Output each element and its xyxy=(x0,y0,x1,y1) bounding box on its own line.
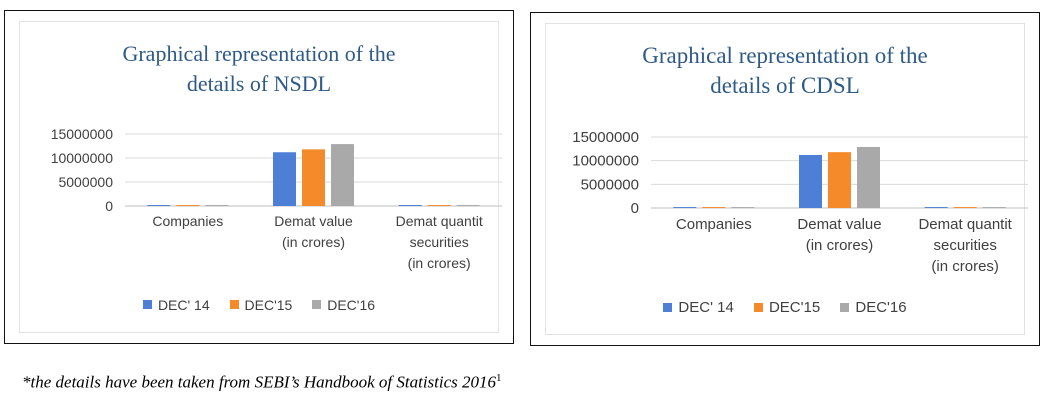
nsdl-bar-chart: 0 5000000 10000000 15000000 Companies Demat v… xyxy=(51,126,502,271)
y-tick-label: 5000000 xyxy=(581,176,639,193)
y-tick-label: 5000000 xyxy=(58,174,113,190)
x-category-label-line: Companies xyxy=(676,216,752,233)
bar xyxy=(302,149,325,206)
x-category-label: Companies xyxy=(676,216,752,233)
x-category-label-line: (in crores) xyxy=(806,237,874,254)
x-category-label-line: securities xyxy=(410,234,469,250)
bar xyxy=(828,152,851,208)
legend-swatch xyxy=(142,300,152,309)
bar xyxy=(273,152,296,206)
x-category-label-line: Demat quantit xyxy=(396,213,483,229)
bar xyxy=(857,146,880,208)
x-category-label-line: Demat quantit xyxy=(918,216,1012,233)
x-category-label-line: (in crores) xyxy=(931,258,999,275)
legend-item: DEC'15 xyxy=(229,296,293,313)
x-category-label-line: (in crores) xyxy=(282,234,345,250)
footnote: *the details have been taken from SEBI’s… xyxy=(22,372,502,393)
cdsl-bar-chart: 0 5000000 10000000 15000000 Companies Demat v… xyxy=(572,129,1028,275)
y-tick-label: 0 xyxy=(105,198,113,214)
x-category-label: Demat value (in crores) xyxy=(797,216,881,254)
legend-item: DEC'16 xyxy=(312,297,375,313)
x-category-label: Companies xyxy=(152,213,223,229)
legend-swatch xyxy=(229,300,239,309)
y-tick-label: 15000000 xyxy=(572,129,639,146)
legend-label: DEC'16 xyxy=(855,299,907,316)
x-category-label-line: Demat value xyxy=(274,213,353,229)
y-tick-label: 10000000 xyxy=(572,153,639,170)
footnote-text: *the details have been taken from SEBI’s… xyxy=(22,372,497,392)
cdsl-title-line-1: Graphical representation of the xyxy=(642,43,928,68)
y-tick-label: 15000000 xyxy=(51,126,114,142)
legend-label: DEC' 14 xyxy=(678,299,734,316)
legend-swatch xyxy=(753,303,763,312)
legend-item: DEC' 14 xyxy=(142,296,210,313)
legend-label: DEC' 14 xyxy=(157,296,210,313)
bar xyxy=(331,144,354,206)
bar xyxy=(982,207,1006,208)
bar xyxy=(398,205,422,206)
legend-label: DEC'15 xyxy=(768,299,821,316)
legend-item: DEC' 14 xyxy=(663,299,734,316)
y-tick-label: 10000000 xyxy=(51,150,114,166)
legend-swatch xyxy=(840,303,850,312)
cdsl-chart-title: Graphical representation of the details … xyxy=(531,41,1039,101)
bar xyxy=(673,207,697,208)
x-category-label-line: Demat value xyxy=(797,216,881,233)
footnote-ref: 1 xyxy=(496,372,502,384)
nsdl-title-line-1: Graphical representation of the xyxy=(122,41,396,66)
x-category-label: Demat quantit securities (in crores) xyxy=(918,216,1012,275)
legend-item: DEC'15 xyxy=(753,299,821,316)
legend-swatch xyxy=(312,300,322,309)
legend-label: DEC'16 xyxy=(327,296,376,313)
cdsl-title-line-2: details of CDSL xyxy=(710,73,860,98)
bar xyxy=(799,154,822,208)
x-category-label: Demat value (in crores) xyxy=(274,213,353,250)
cdsl-chart-area xyxy=(545,23,1025,335)
bar xyxy=(147,205,171,206)
x-category-label-line: Companies xyxy=(152,213,223,229)
nsdl-chart-area xyxy=(19,21,499,333)
nsdl-title-line-2: details of NSDL xyxy=(186,71,332,96)
x-category-label-line: (in crores) xyxy=(408,255,471,271)
x-category-label-line: securities xyxy=(933,237,996,254)
bar xyxy=(176,205,200,206)
bar xyxy=(953,207,977,208)
cdsl-chart-panel: Graphical representation of the details … xyxy=(530,12,1040,346)
x-category-label: Demat quantit securities (in crores) xyxy=(396,213,483,271)
legend-swatch xyxy=(663,303,673,312)
bar xyxy=(427,205,451,206)
legend-label: DEC'15 xyxy=(244,296,293,313)
bar xyxy=(924,207,948,208)
nsdl-chart-panel: Graphical representation of the details … xyxy=(4,10,514,344)
bar xyxy=(702,207,726,208)
nsdl-chart-title: Graphical representation of the details … xyxy=(5,39,513,99)
bar xyxy=(205,205,229,206)
cdsl-legend: DEC' 14 DEC'15 DEC'16 xyxy=(531,299,1039,316)
legend-item: DEC'16 xyxy=(840,299,907,316)
y-tick-label: 0 xyxy=(631,200,639,217)
bar xyxy=(731,207,755,208)
nsdl-legend: DEC' 14 DEC'15 DEC'16 xyxy=(5,296,513,313)
bar xyxy=(456,205,480,206)
